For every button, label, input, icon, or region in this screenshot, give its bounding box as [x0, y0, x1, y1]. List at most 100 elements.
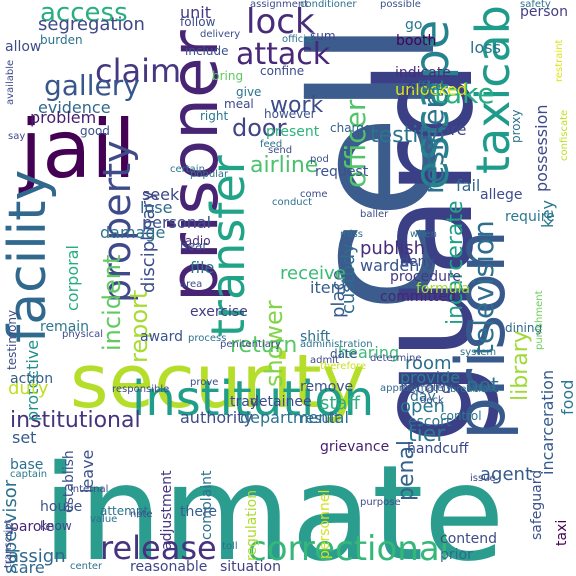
cloud-word: loss	[470, 38, 501, 57]
cloud-word: provide	[400, 368, 461, 387]
cloud-word: tray	[230, 394, 259, 410]
cloud-word: burden	[40, 33, 83, 47]
cloud-word: meal	[224, 97, 254, 111]
cloud-word: departmental	[240, 408, 349, 427]
cloud-word: admit	[310, 355, 339, 366]
cloud-word: parole	[10, 519, 54, 535]
cloud-word: system	[460, 347, 497, 358]
cloud-word: evidence	[38, 98, 111, 117]
cloud-word: lock	[246, 2, 315, 42]
cloud-word: testimony	[5, 309, 19, 370]
cloud-word: purpose	[360, 497, 401, 508]
cloud-word: item	[310, 278, 347, 297]
cloud-word: penitentiary	[220, 339, 281, 350]
cloud-word: confine	[260, 64, 305, 78]
cloud-word: toll	[222, 541, 238, 552]
cloud-word: set	[12, 428, 37, 447]
cloud-word: remain	[40, 319, 90, 335]
cloud-word: not	[466, 373, 499, 397]
cloud-word: base	[10, 457, 44, 473]
cloud-word: proxy	[509, 109, 523, 143]
cloud-word: follow	[180, 15, 216, 29]
cloud-word: corporal	[63, 245, 82, 311]
cloud-word: require	[505, 209, 555, 225]
cloud-word: know	[40, 519, 72, 533]
cloud-word: responsible	[112, 384, 170, 395]
cloud-word: restraint	[554, 39, 565, 82]
cloud-word: hearing	[338, 343, 400, 362]
cloud-word: radio	[180, 234, 211, 248]
cloud-word: correctional	[248, 529, 450, 569]
cloud-word: say	[8, 131, 26, 142]
cloud-word: work	[270, 93, 324, 118]
cloud-word: claim	[95, 52, 182, 90]
cloud-word: administration	[300, 339, 373, 350]
cloud-word: jail	[20, 103, 136, 196]
cloud-word: incarceration	[538, 369, 557, 475]
cloud-word: control	[440, 409, 482, 423]
cloud-word: certain	[170, 164, 205, 175]
cloud-word: allow	[5, 39, 42, 55]
cloud-word: fare	[435, 120, 467, 139]
cloud-word: testify	[370, 123, 439, 148]
cloud-word: unlocked	[395, 80, 468, 99]
cloud-word: access	[40, 0, 128, 28]
cloud-word: official	[282, 34, 315, 45]
cloud-word: conduct	[272, 197, 313, 208]
cloud-word: office	[410, 79, 443, 93]
cloud-word: release	[100, 529, 217, 567]
cloud-word: popular	[190, 169, 229, 180]
cloud-word: duty	[8, 378, 49, 399]
cloud-word: transcript	[3, 519, 14, 568]
cloud-word: lose	[140, 198, 173, 217]
cloud-word: include	[185, 44, 229, 58]
cloud-word: publish	[360, 238, 426, 259]
cloud-word: open	[400, 396, 445, 417]
cloud-word: prove	[190, 377, 219, 388]
cloud-word: remove	[300, 379, 354, 395]
cloud-word: allege	[480, 187, 523, 203]
cloud-word: request	[315, 164, 369, 180]
cloud-word: report	[125, 289, 153, 363]
cloud-word: award	[140, 329, 184, 345]
cloud-word: door	[232, 114, 287, 142]
cloud-word: process	[188, 333, 227, 344]
cloud-word: detainee	[250, 394, 312, 410]
cloud-word: situation	[220, 559, 281, 575]
cloud-word: there	[180, 504, 218, 520]
cloud-word: center	[70, 561, 103, 572]
cloud-word: action	[10, 371, 54, 387]
cloud-word: indicate	[395, 65, 451, 81]
cloud-word: attack	[236, 37, 331, 72]
cloud-word: date	[330, 347, 358, 361]
cloud-word: give	[236, 85, 262, 99]
cloud-word: regulation	[244, 489, 260, 561]
cloud-word: return	[230, 333, 298, 358]
cloud-word: attempt	[100, 504, 149, 518]
cloud-word: present	[266, 124, 320, 140]
cloud-word: safeguard	[529, 469, 545, 540]
cloud-word: breakfast	[450, 384, 498, 395]
cloud-word: unit	[180, 3, 211, 22]
cloud-word: miss	[340, 229, 363, 240]
cloud-word: adjustment	[159, 470, 175, 550]
cloud-word: institutional	[10, 408, 141, 433]
cloud-word: damage	[100, 223, 166, 242]
cloud-word: handcuff	[407, 441, 469, 457]
cloud-word: determine	[370, 353, 422, 364]
cloud-word: television	[467, 220, 500, 355]
cloud-word: personal	[142, 213, 212, 232]
cloud-word: however	[264, 107, 316, 121]
cloud-word: person	[520, 4, 568, 20]
cloud-word: possible	[380, 0, 421, 10]
cloud-word: feed	[260, 139, 283, 150]
cloud-word: come	[300, 189, 328, 200]
cloud-word: formula	[416, 281, 470, 297]
cloud-word: right	[200, 109, 229, 123]
cloud-word: segregation	[38, 14, 145, 35]
cloud-word: go	[405, 17, 423, 33]
cloud-word: dining	[505, 321, 543, 335]
cloud-word: issue	[470, 473, 496, 484]
cloud-word: confiscate	[559, 109, 570, 161]
cloud-word: internal	[70, 484, 109, 495]
